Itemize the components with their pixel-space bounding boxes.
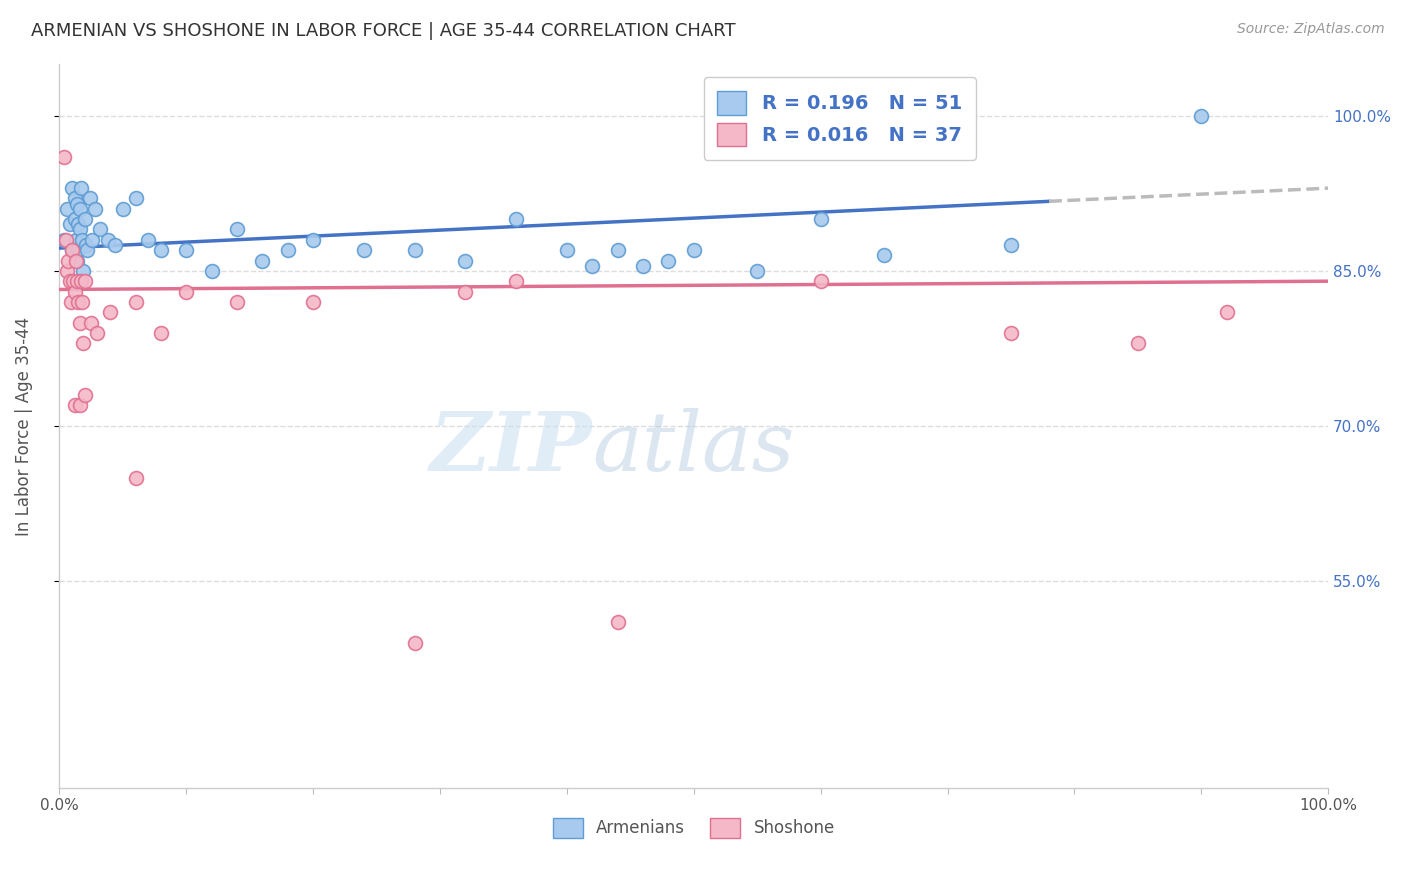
- Point: [70, 233, 93, 247]
- Point: [73, 274, 96, 288]
- Point: [58, 217, 80, 231]
- Point: [454, 285, 477, 299]
- Text: ARMENIAN VS SHOSHONE IN LABOR FORCE | AGE 35-44 CORRELATION CHART: ARMENIAN VS SHOSHONE IN LABOR FORCE | AG…: [31, 22, 735, 40]
- Point: [75, 238, 97, 252]
- Text: ZIP: ZIP: [430, 408, 592, 488]
- Point: [65, 233, 87, 247]
- Point: [80, 316, 103, 330]
- Point: [76, 243, 98, 257]
- Point: [89, 222, 111, 236]
- Point: [810, 274, 832, 288]
- Point: [69, 316, 91, 330]
- Point: [747, 264, 769, 278]
- Point: [60, 181, 83, 195]
- Point: [70, 181, 93, 195]
- Point: [72, 336, 94, 351]
- Point: [136, 233, 159, 247]
- Point: [555, 243, 578, 257]
- Point: [56, 264, 79, 278]
- Point: [581, 259, 603, 273]
- Point: [505, 274, 527, 288]
- Point: [174, 243, 197, 257]
- Point: [72, 264, 94, 278]
- Point: [53, 150, 76, 164]
- Point: [97, 233, 120, 247]
- Point: [149, 326, 172, 340]
- Point: [124, 294, 146, 309]
- Point: [67, 243, 90, 257]
- Point: [404, 636, 426, 650]
- Point: [104, 238, 127, 252]
- Point: [59, 294, 82, 309]
- Point: [124, 470, 146, 484]
- Point: [454, 253, 477, 268]
- Text: Source: ZipAtlas.com: Source: ZipAtlas.com: [1237, 22, 1385, 37]
- Text: atlas: atlas: [592, 408, 794, 488]
- Point: [174, 285, 197, 299]
- Point: [682, 243, 704, 257]
- Point: [124, 192, 146, 206]
- Point: [404, 243, 426, 257]
- Point: [70, 294, 93, 309]
- Point: [63, 398, 86, 412]
- Point: [111, 202, 134, 216]
- Point: [606, 243, 628, 257]
- Point: [277, 243, 299, 257]
- Point: [353, 243, 375, 257]
- Point: [67, 294, 90, 309]
- Point: [56, 202, 79, 216]
- Point: [73, 388, 96, 402]
- Point: [657, 253, 679, 268]
- Point: [1215, 305, 1237, 319]
- Point: [65, 253, 87, 268]
- Point: [79, 192, 101, 206]
- Point: [70, 274, 93, 288]
- Point: [69, 398, 91, 412]
- Point: [58, 274, 80, 288]
- Point: [62, 274, 84, 288]
- Point: [226, 222, 249, 236]
- Point: [98, 305, 121, 319]
- Point: [63, 285, 86, 299]
- Point: [252, 253, 274, 268]
- Point: [302, 294, 325, 309]
- Point: [1189, 109, 1212, 123]
- Point: [505, 212, 527, 227]
- Point: [60, 243, 83, 257]
- Point: [606, 615, 628, 630]
- Y-axis label: In Labor Force | Age 35-44: In Labor Force | Age 35-44: [15, 317, 32, 535]
- Point: [67, 217, 90, 231]
- Point: [149, 243, 172, 257]
- Point: [1126, 336, 1149, 351]
- Point: [55, 233, 77, 247]
- Point: [226, 294, 249, 309]
- Point: [1000, 238, 1022, 252]
- Point: [58, 253, 80, 268]
- Point: [66, 196, 89, 211]
- Point: [66, 253, 89, 268]
- Point: [69, 222, 91, 236]
- Point: [63, 212, 86, 227]
- Point: [53, 233, 76, 247]
- Legend: Armenians, Shoshone: Armenians, Shoshone: [546, 811, 841, 845]
- Point: [810, 212, 832, 227]
- Point: [84, 202, 107, 216]
- Point: [69, 202, 91, 216]
- Point: [66, 274, 89, 288]
- Point: [63, 192, 86, 206]
- Point: [73, 212, 96, 227]
- Point: [631, 259, 654, 273]
- Point: [1000, 326, 1022, 340]
- Point: [873, 248, 896, 262]
- Point: [201, 264, 224, 278]
- Point: [86, 326, 108, 340]
- Point: [302, 233, 325, 247]
- Point: [82, 233, 104, 247]
- Point: [60, 243, 83, 257]
